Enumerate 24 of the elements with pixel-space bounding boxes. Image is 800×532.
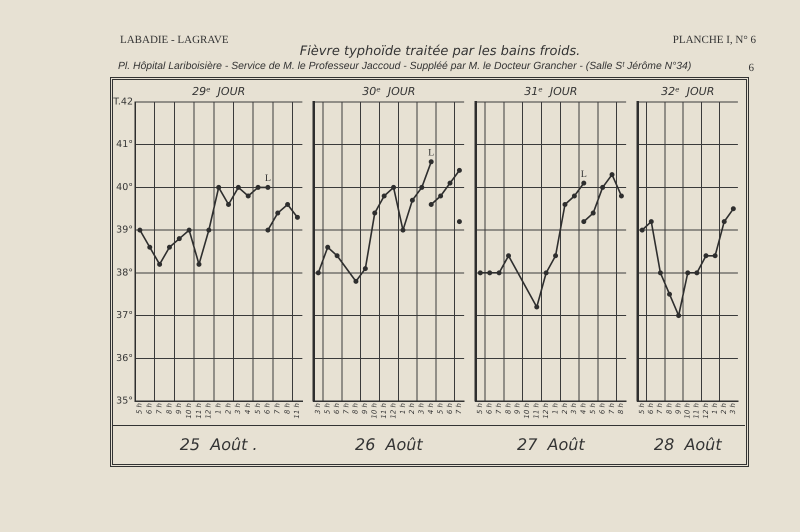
x2-axis-title: 32ᵉ JOUR xyxy=(661,84,714,98)
x-axis-title: 27 Août xyxy=(517,435,586,454)
data-label: L xyxy=(264,173,271,184)
y-tick-label: 38° xyxy=(116,267,133,278)
y-tick-label: 36° xyxy=(116,352,133,364)
y-tick-label: 37° xyxy=(116,310,133,322)
y-tick-label: 35° xyxy=(116,395,133,406)
x2-axis-title: 29ᵉ JOUR xyxy=(192,84,246,98)
x-axis-title: 28 Août xyxy=(654,435,722,454)
y-tick-label: 40° xyxy=(116,182,133,193)
y-tick-label: 39° xyxy=(116,224,133,236)
chart-subtitle: Pl. Hôpital Lariboisière - Service de M. le Professeur Jaccoud - Suppléé par M. le Docteur Grancher - (Salle Sᵗ Jérôme N°34) xyxy=(118,61,692,72)
x2-axis-title: 30ᵉ JOUR xyxy=(362,84,416,98)
data-label: L xyxy=(428,147,434,158)
text: 6 xyxy=(748,62,754,74)
y-tick-label: T.42 xyxy=(112,96,133,108)
text: LABADIE - LAGRAVE xyxy=(120,34,229,46)
text: PLANCHE I, N° 6 xyxy=(672,34,756,46)
x2-axis-title: 31ᵉ JOUR xyxy=(524,84,578,98)
data-label: L xyxy=(580,168,587,180)
x-axis-title: 26 Août xyxy=(355,435,424,454)
chart-title: Fièvre typhoïde traitée par les bains froids. xyxy=(300,44,580,59)
y-tick-label: 41° xyxy=(116,139,133,150)
x-axis-title: 25 Août . xyxy=(180,435,258,454)
